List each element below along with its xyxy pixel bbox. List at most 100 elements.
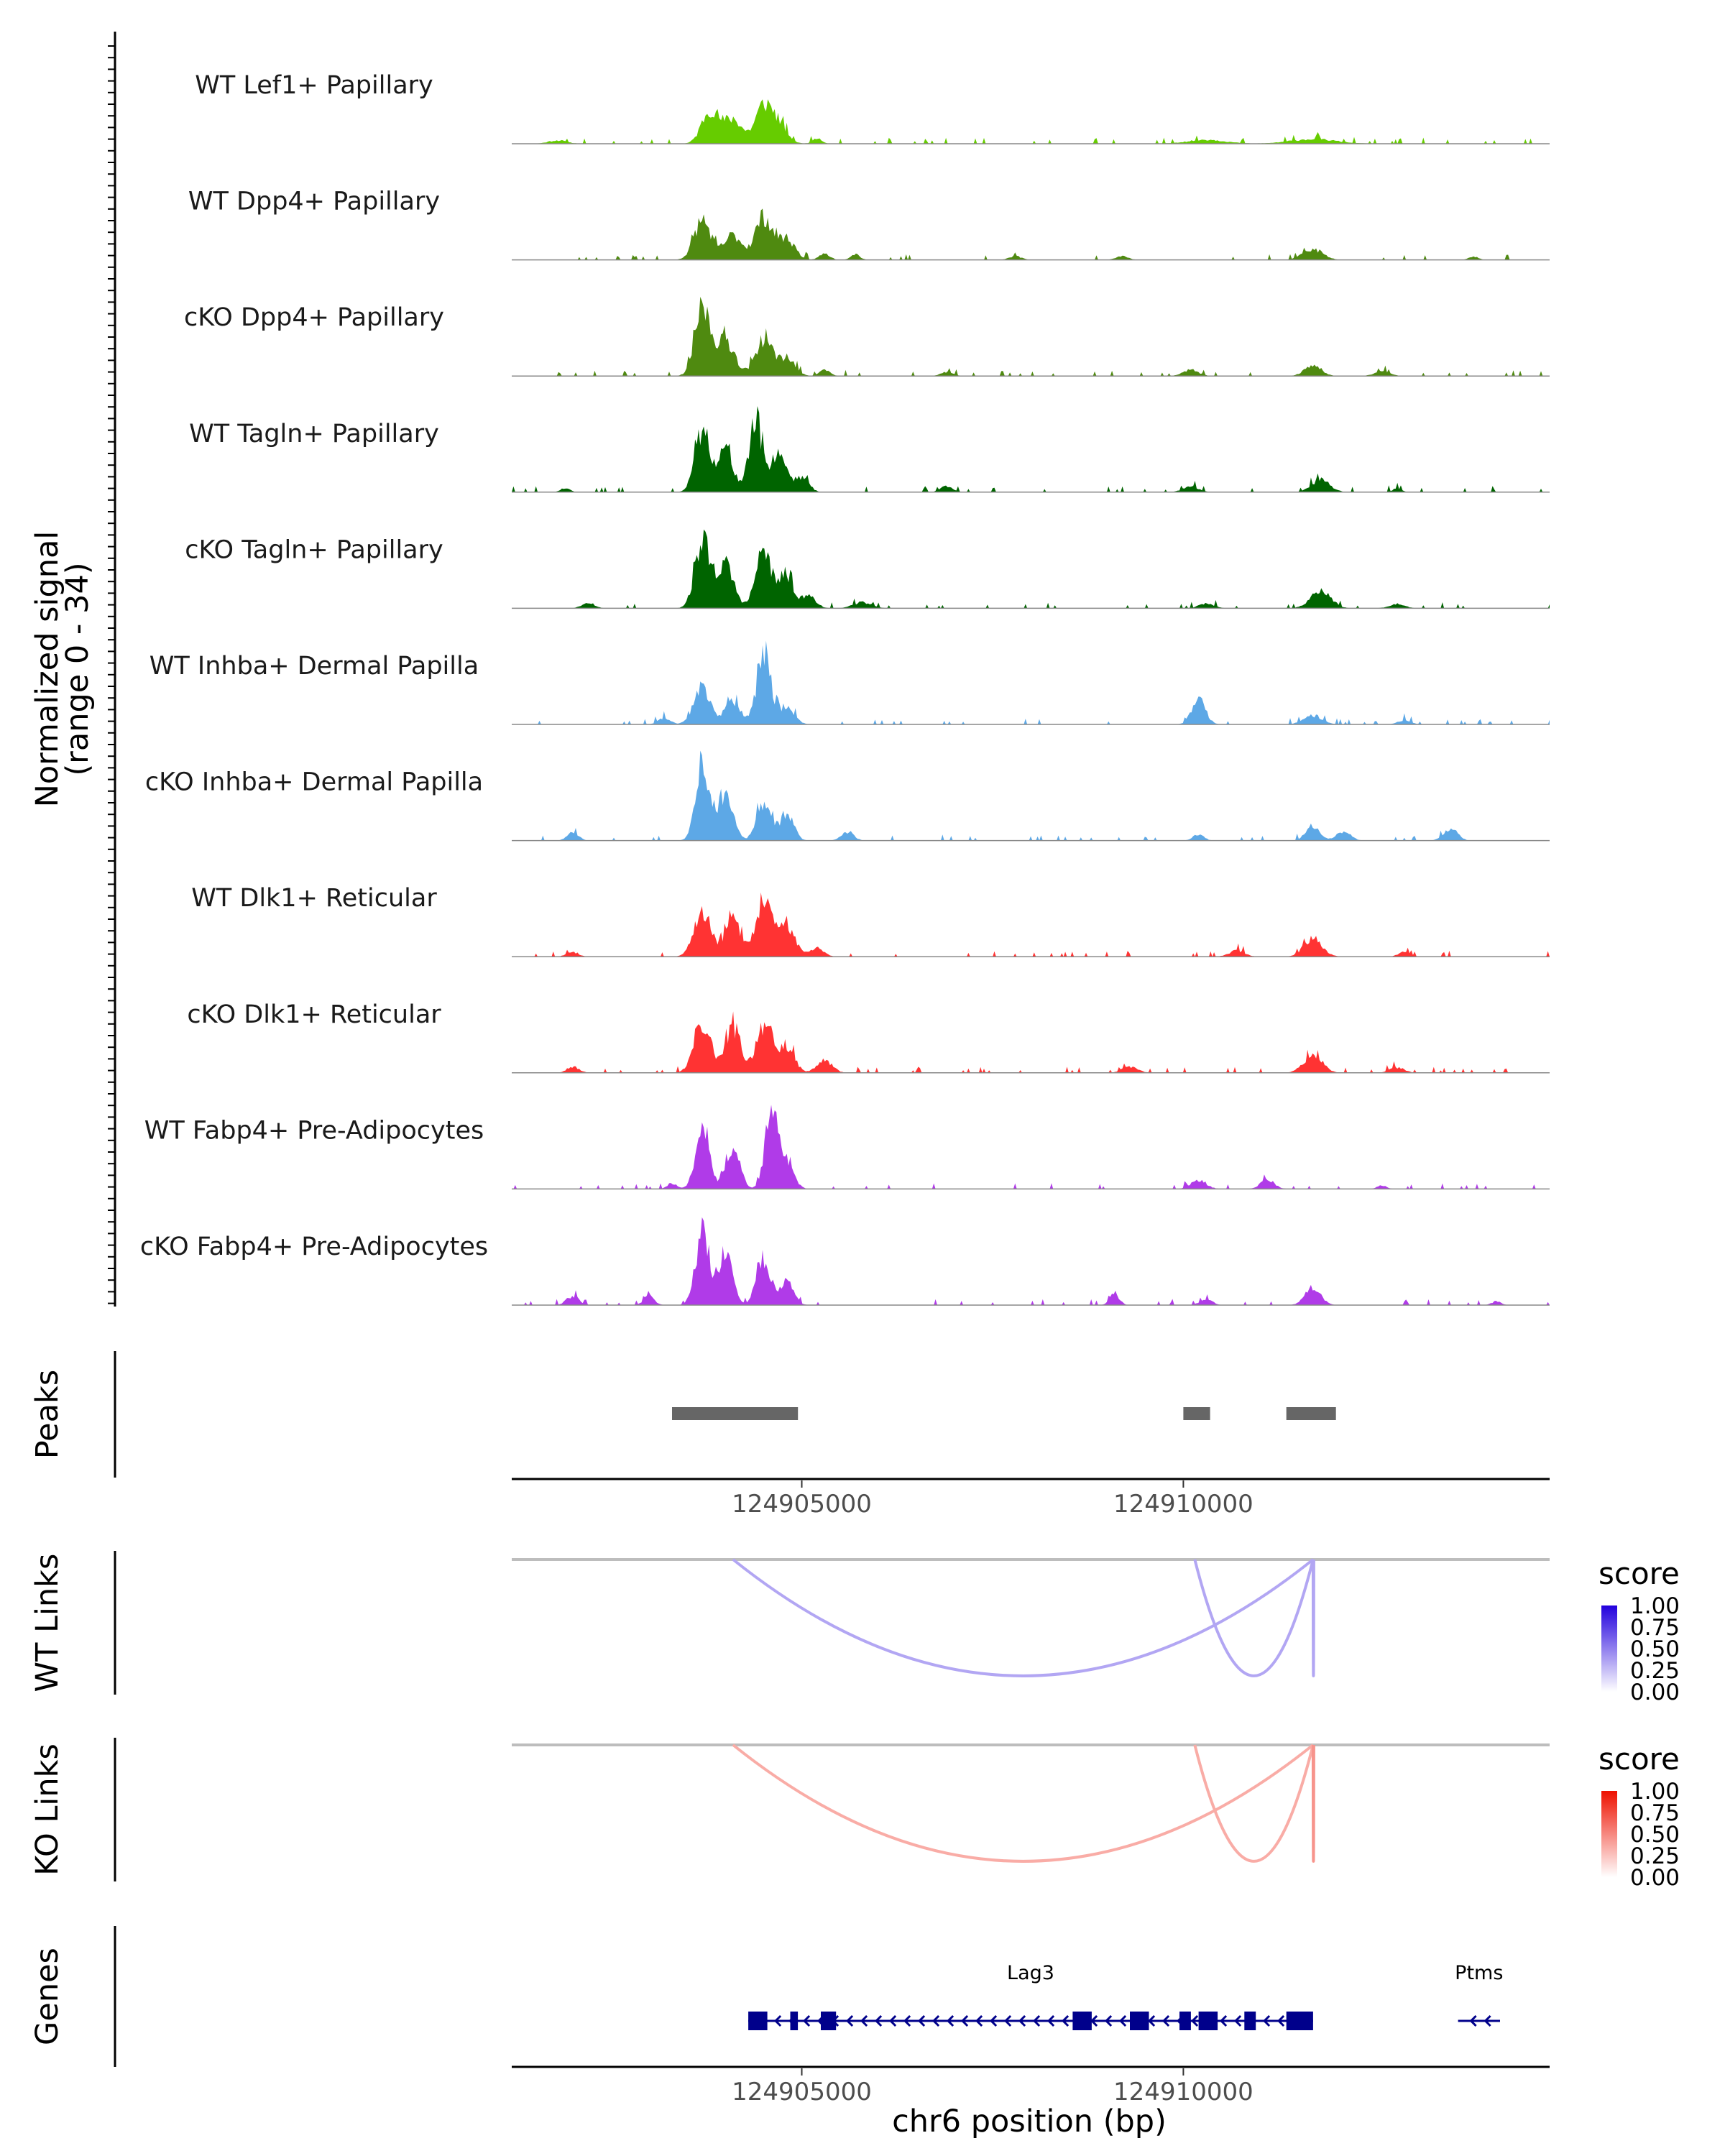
- wt-score-legend: score 1.00 0.75 0.50 0.25 0.00: [1598, 1556, 1680, 1705]
- ko-links-track-title: KO Links: [29, 1743, 65, 1876]
- wt-legend-tick: 1.00: [1630, 1593, 1680, 1619]
- x-axis-ticks: 124905000 124910000: [732, 2068, 1254, 2106]
- gene-name-label: Ptms: [1455, 1962, 1503, 1984]
- gene-exon: [748, 2012, 768, 2030]
- coverage-tracks: WT Lef1+ Papillary WT Dpp4+ Papillary cKO …: [140, 71, 1550, 1306]
- strand-arrow: [1233, 2014, 1242, 2027]
- strand-arrow: [1104, 2014, 1113, 2027]
- coverage-area: [512, 208, 1550, 260]
- strand-arrow: [874, 2014, 883, 2027]
- peaks-x-axis-tick-label: 124910000: [1113, 1490, 1254, 1519]
- coverage-area: [512, 892, 1550, 957]
- link-arc: [732, 1558, 1315, 1677]
- ko-legend-tick: 0.00: [1630, 1865, 1680, 1891]
- ko-legend-tick: 0.25: [1630, 1843, 1680, 1869]
- coverage-y-axis-title-line2: (range 0 - 34): [60, 562, 96, 775]
- coverage-track-label: cKO Dlk1+ Reticular: [187, 1000, 441, 1029]
- strand-arrow: [975, 2014, 983, 2027]
- strand-arrow: [773, 2014, 782, 2027]
- ko-legend-colorbar: [1601, 1791, 1617, 1877]
- coverage-area: [512, 1011, 1550, 1073]
- coverage-track-label: cKO Tagln+ Papillary: [185, 535, 443, 564]
- genes-track-title: Genes: [29, 1948, 65, 2045]
- strand-arrow: [1469, 2014, 1477, 2027]
- coverage-track-label: WT Dpp4+ Papillary: [188, 188, 440, 216]
- strand-arrow: [845, 2014, 854, 2027]
- ko-legend-title: score: [1598, 1741, 1680, 1777]
- strand-arrow: [960, 2014, 969, 2027]
- strand-arrow: [1147, 2014, 1156, 2027]
- gene-exon: [1286, 2012, 1313, 2030]
- coverage-track: WT Inhba+ Dermal Papilla: [150, 640, 1550, 725]
- coverage-track: WT Lef1+ Papillary: [195, 71, 1550, 144]
- wt-legend-colorbar: [1601, 1606, 1617, 1692]
- gene-exon: [1130, 2012, 1149, 2030]
- strand-arrow: [802, 2014, 811, 2027]
- strand-arrow: [1003, 2014, 1012, 2027]
- strand-arrow: [1046, 2014, 1055, 2027]
- wt-legend-tick: 0.25: [1630, 1658, 1680, 1684]
- peaks-x-axis-tick-label: 124905000: [732, 1490, 872, 1519]
- ko-links-panel: KO Links score 1.00 0.75 0.50 0.25 0.00: [29, 1738, 1680, 1891]
- gene-models: Lag3 Ptms: [748, 1962, 1503, 2030]
- coverage-track-label: WT Fabp4+ Pre-Adipocytes: [144, 1116, 484, 1145]
- coverage-area: [512, 99, 1550, 144]
- strand-arrow: [1090, 2014, 1098, 2027]
- peaks-x-axis-ticks: 124905000 124910000: [732, 1480, 1254, 1519]
- wt-links-track-title: WT Links: [29, 1554, 65, 1692]
- strand-arrow: [917, 2014, 926, 2027]
- coverage-track-label: WT Inhba+ Dermal Papilla: [150, 652, 479, 681]
- coverage-track-label: cKO Inhba+ Dermal Papilla: [145, 768, 483, 797]
- strand-arrow: [1484, 2014, 1491, 2027]
- coverage-y-ticks: [108, 45, 115, 1304]
- coverage-track: WT Dlk1+ Reticular: [191, 884, 1550, 957]
- coverage-track: WT Tagln+ Papillary: [189, 406, 1550, 493]
- ko-legend-tick: 0.75: [1630, 1800, 1680, 1826]
- coverage-area: [512, 406, 1550, 492]
- strand-arrow: [903, 2014, 911, 2027]
- wt-legend-tick: 0.00: [1630, 1680, 1680, 1705]
- strand-arrow: [1190, 2014, 1199, 2027]
- gene-exon: [1244, 2012, 1256, 2030]
- wt-legend-tick: 0.50: [1630, 1636, 1680, 1662]
- wt-legend-tick: 0.75: [1630, 1615, 1680, 1641]
- strand-arrow: [1276, 2014, 1285, 2027]
- strand-arrow: [1061, 2014, 1070, 2027]
- strand-arrow: [932, 2014, 940, 2027]
- peaks-panel: Peaks 124905000 124910000: [29, 1351, 1550, 1519]
- strand-arrow: [1032, 2014, 1041, 2027]
- strand-arrow: [1018, 2014, 1026, 2027]
- coverage-track-label: WT Lef1+ Papillary: [195, 71, 433, 100]
- ko-legend-tick: 1.00: [1630, 1779, 1680, 1805]
- strand-arrow: [1262, 2014, 1271, 2027]
- gene-name-label: Lag3: [1007, 1962, 1054, 1984]
- coverage-track: cKO Dpp4+ Papillary: [184, 297, 1550, 377]
- coverage-track: cKO Tagln+ Papillary: [185, 529, 1550, 609]
- strand-arrow: [888, 2014, 897, 2027]
- coverage-track-label: WT Tagln+ Papillary: [189, 420, 439, 448]
- coverage-track-label: cKO Fabp4+ Pre-Adipocytes: [140, 1233, 488, 1261]
- peak-region: [672, 1407, 799, 1420]
- coverage-track: cKO Inhba+ Dermal Papilla: [145, 750, 1550, 842]
- peak-regions: [672, 1407, 1336, 1420]
- gene-exon: [1072, 2012, 1092, 2030]
- coverage-area: [512, 297, 1550, 377]
- coverage-track: cKO Fabp4+ Pre-Adipocytes: [140, 1217, 1550, 1306]
- coverage-y-axis-title-line1: Normalized signal: [29, 531, 65, 808]
- strand-arrow: [946, 2014, 954, 2027]
- peak-region: [1183, 1407, 1210, 1420]
- strand-arrow: [1219, 2014, 1228, 2027]
- gene-exon: [1198, 2012, 1218, 2030]
- coverage-track: cKO Dlk1+ Reticular: [187, 1000, 1550, 1074]
- coverage-area: [512, 529, 1550, 609]
- coverage-track-label: WT Dlk1+ Reticular: [191, 884, 437, 913]
- peak-region: [1286, 1407, 1336, 1420]
- coverage-area: [512, 750, 1550, 841]
- ko-legend-tick: 0.50: [1630, 1822, 1680, 1848]
- gene-model: Ptms: [1455, 1962, 1503, 2027]
- coverage-area: [512, 1105, 1550, 1189]
- gene-exon: [1179, 2012, 1191, 2030]
- x-axis-tick-label: 124905000: [732, 2078, 872, 2106]
- ko-score-legend: score 1.00 0.75 0.50 0.25 0.00: [1598, 1741, 1680, 1891]
